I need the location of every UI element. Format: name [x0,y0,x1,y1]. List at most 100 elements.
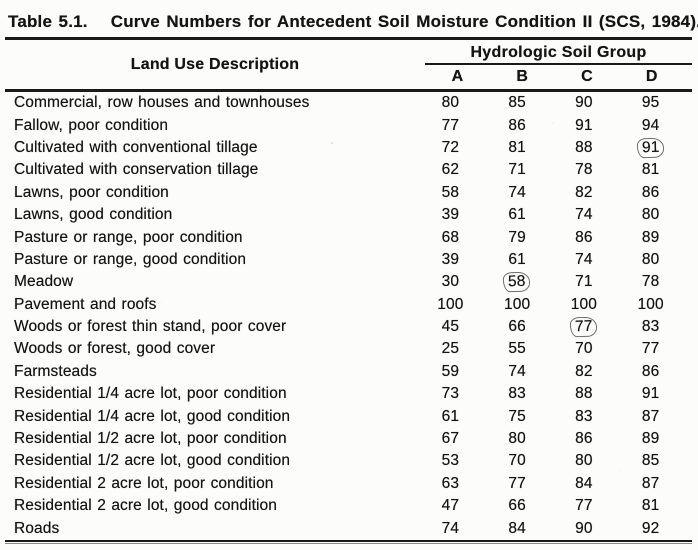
cn-value: 86 [641,183,660,201]
cn-value: 88 [575,138,593,156]
cn-value-cell-c: 100 [551,296,618,314]
cn-value: 89 [641,430,660,448]
table-row: Pasture or range, good condition 39 61 7… [5,249,692,271]
column-headers: A B C D [425,65,692,89]
cn-value-cell-c: 90 [551,94,618,112]
cn-value-cell-b: 84 [484,520,551,538]
land-use-cell: Pasture or range, good condition [14,250,247,268]
cn-value: 58 [503,271,532,293]
cn-value: 79 [508,228,526,246]
cn-value-cell-b: 70 [484,452,551,470]
cn-value-cell-d: 100 [617,296,684,314]
cn-value: 81 [641,497,660,515]
cn-value: 47 [441,497,460,515]
table-row: Cultivated with conservation tillage 62 … [5,159,692,181]
cn-value-cell-b: 66 [484,497,551,515]
cn-value: 71 [508,161,526,179]
cn-value-cell-d: 92 [617,520,684,538]
table-number: Table 5.1. [8,12,88,31]
cn-value: 67 [441,430,460,448]
cn-value-cell-a: 30 [417,273,484,291]
table-row: Pasture or range, poor condition 68 79 8… [5,226,692,248]
soil-group-title: Hydrologic Soil Group [425,44,692,65]
table-row: Woods or forest thin stand, poor cover 4… [5,316,692,338]
cn-value: 83 [508,385,526,403]
cn-value-cell-d: 80 [617,251,684,269]
land-use-cell: Residential 1/2 acre lot, poor condition [14,430,287,448]
col-header-c: C [581,68,593,85]
cn-value-cell-a: 77 [417,117,484,135]
cn-value: 39 [441,206,460,224]
cn-value-cell-c: 91 [551,117,618,135]
cn-value-cell-c: 83 [551,408,618,426]
cn-value-cell-d: 95 [617,94,684,112]
cn-value-cell-a: 63 [417,475,484,493]
table-row: Residential 1/4 acre lot, poor condition… [5,383,692,405]
land-use-cell: Farmsteads [14,362,97,380]
table-header: Land Use Description Hydrologic Soil Gro… [5,40,692,89]
cn-value-cell-d: 77 [617,340,684,358]
cn-value-cell-a: 72 [417,139,484,157]
cn-value-cell-b: 83 [484,385,551,403]
cn-value: 92 [641,519,660,537]
cn-value: 84 [508,519,526,537]
cn-value-cell-c: 70 [551,340,618,358]
cn-value: 80 [641,206,660,224]
cn-value: 82 [575,183,593,201]
cn-value-cell-c: 86 [551,229,618,247]
cn-value-cell-d: 87 [617,408,684,426]
cn-value: 74 [575,206,593,224]
cn-value: 94 [641,116,660,134]
cn-value-cell-d: 89 [617,430,684,448]
cn-value-cell-c: 80 [551,452,618,470]
cn-value-cell-a: 62 [417,161,484,179]
land-use-cell: Woods or forest thin stand, poor cover [14,318,287,336]
land-use-cell: Residential 1/4 acre lot, poor condition [14,385,287,403]
cn-value: 45 [441,318,460,336]
table-row: Residential 1/2 acre lot, poor condition… [5,428,692,450]
cn-value: 100 [637,295,664,313]
cn-value: 66 [508,497,526,515]
cn-value-cell-d: 83 [617,318,684,336]
cn-value: 87 [641,407,660,425]
table-row: Pavement and roofs 100 100 100 100 [5,294,692,316]
cn-value: 53 [441,452,460,470]
cn-value: 95 [641,94,660,112]
cn-value-cell-a: 100 [417,296,484,314]
cn-value-cell-c: 71 [551,273,618,291]
cn-value: 81 [641,161,660,179]
cn-value: 87 [641,474,660,492]
cn-value: 70 [508,452,526,470]
cn-value: 78 [575,161,593,179]
cn-value-cell-b: 80 [484,430,551,448]
cn-value-cell-a: 39 [417,251,484,269]
cn-value: 74 [575,250,593,268]
cn-value-cell-d: 78 [617,273,684,291]
cn-value: 86 [641,362,660,380]
cn-value: 84 [575,474,593,492]
bottom-rule-echo [5,542,692,544]
cn-value: 81 [508,138,526,156]
cn-value: 74 [508,362,526,380]
cn-value-cell-b: 66 [484,318,551,336]
cn-value: 39 [441,250,460,268]
cn-value: 66 [508,318,526,336]
cn-value-cell-b: 81 [484,139,551,157]
cn-value-cell-b: 75 [484,408,551,426]
cn-value: 55 [508,340,526,358]
land-use-cell: Fallow, poor condition [14,116,169,134]
cn-value-cell-d: 91 [617,385,684,403]
table-body: Commercial, row houses and townhouses 80… [5,92,692,540]
cn-value: 77 [575,497,593,515]
cn-value-cell-c: 82 [551,184,618,202]
cn-value-cell-d: 87 [617,475,684,493]
header-rule [5,89,692,92]
cn-value-cell-a: 39 [417,206,484,224]
cn-value-cell-a: 61 [417,408,484,426]
cn-value: 88 [575,385,593,403]
cn-value-cell-c: 82 [551,363,618,381]
table-row: Commercial, row houses and townhouses 80… [5,92,692,114]
cn-value: 71 [575,273,593,291]
cn-value-cell-b: 86 [484,117,551,135]
